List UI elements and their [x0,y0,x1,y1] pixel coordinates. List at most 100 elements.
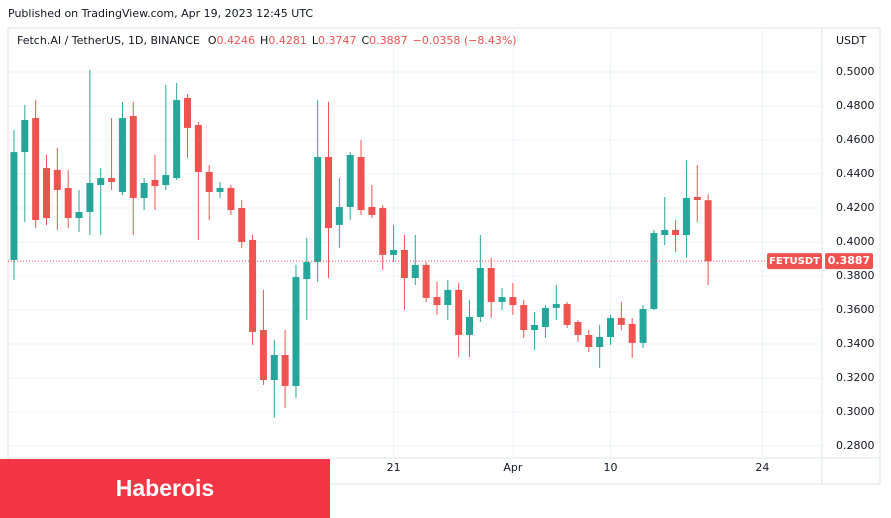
candle-body [335,206,343,225]
published-note: Published on TradingView.com, Apr 19, 20… [8,7,314,20]
y-tick-label: 0.4400 [836,167,875,180]
candle-body [194,125,202,172]
candle-body [509,297,517,306]
candle-body [53,169,61,190]
candle-body [227,187,235,211]
candle-body [596,336,604,348]
candle-body [32,118,40,221]
candle-body [281,355,289,386]
ohlc-label: O [207,34,217,47]
candle-body [10,152,18,260]
candle-body [433,297,441,306]
legend: Fetch.AI / TetherUS, 1D, BINANCE O0.4246… [17,34,517,47]
candle-body [541,307,549,327]
candle-body [574,322,582,335]
ohlc-value: 0.3887 [369,34,408,47]
candle-body [173,100,181,179]
candle-body [43,168,51,219]
candle-body [563,304,571,325]
candle-body [249,239,257,332]
candle-body [650,232,658,309]
ohlc-readout: O0.4246 H0.4281 L0.3747 C0.3887 [208,34,413,47]
y-tick-label: 0.3200 [836,371,875,384]
candle-body [270,355,278,380]
y-tick-label: 0.5000 [836,65,875,78]
candle-body [455,289,463,335]
candle-body [476,267,484,317]
y-tick-label: 0.3400 [836,337,875,350]
change: −0.0358 (−8.43%) [412,34,517,47]
candle-body [108,178,116,182]
x-tick-label: 24 [755,461,769,474]
candle-body [444,289,452,306]
candle-body [400,249,408,279]
price-tag-bg [825,253,873,270]
candle-body [520,305,528,331]
candle-body [422,264,430,298]
candle-body [75,212,83,219]
candle-body [682,197,690,236]
ohlc-label: L [311,34,318,47]
candle-body [628,323,636,343]
y-tick-label: 0.3000 [836,405,875,418]
candle-body [368,206,376,215]
ohlc-value: 0.4281 [268,34,307,47]
candle-body [704,200,712,262]
candle-body [617,317,625,325]
ohlc-value: 0.4246 [216,34,256,47]
symbol-title: Fetch.AI / TetherUS, 1D, BINANCE [17,34,200,47]
candle-body [325,157,333,229]
candle-body [607,317,615,337]
candle-body [118,118,126,193]
candle-body [357,157,365,211]
candle-body [205,171,213,193]
candle-body [216,187,224,193]
candle-body [346,154,354,207]
symbol-tag: FETUSDT [769,256,820,267]
y-tick-label: 0.4600 [836,133,875,146]
y-tick-label: 0.4000 [836,235,875,248]
candle-body [238,207,246,242]
candle-body [97,178,105,186]
candle-body [151,179,159,187]
banner: Haberois [0,459,330,518]
candle-body [693,196,701,200]
y-tick-label: 0.2800 [836,439,875,452]
x-tick-label: 10 [604,461,618,474]
candle-body [162,175,170,186]
y-axis-label: USDT [836,34,867,47]
x-tick-label: Apr [503,461,523,474]
candle-body [184,98,192,128]
candle-body [64,187,72,219]
candle-body [86,183,94,213]
ohlc-label: H [260,34,269,47]
candle-body [531,324,539,331]
candle-body [672,229,680,236]
y-tick-label: 0.4800 [836,99,875,112]
y-tick-label: 0.3600 [836,303,875,316]
ohlc-value: 0.3747 [317,34,357,47]
candle-body [661,229,669,236]
candle-body [487,267,495,302]
price-tag: 0.3887 [828,254,870,267]
candle-body [129,116,137,198]
x-tick-label: 21 [387,461,401,474]
candle-body [411,264,419,279]
chart-frame [7,27,881,485]
candle-body [292,276,300,386]
candle-body [140,183,148,198]
y-tick-label: 0.3800 [836,269,875,282]
candle-body [639,308,647,343]
ohlc-label: C [361,34,370,47]
symbol-tag-bg [767,253,822,270]
y-tick-label: 0.4200 [836,201,875,214]
candle-body [259,330,267,380]
candle-body [303,262,311,280]
candle-body [466,316,474,335]
candle-body [314,157,322,263]
candle-body [498,297,506,302]
candle-body [379,207,387,255]
candle-body [585,334,593,348]
